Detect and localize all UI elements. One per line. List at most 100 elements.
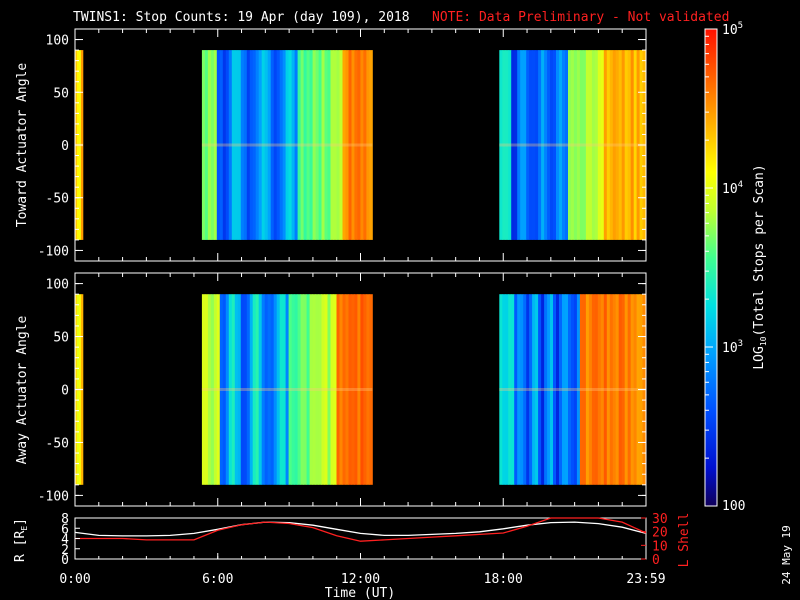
- heatmap-column: [303, 50, 307, 240]
- heatmap-column: [330, 294, 334, 485]
- heatmap-column: [204, 294, 209, 485]
- heatmap-column: [276, 50, 281, 240]
- colorbar: [704, 28, 718, 507]
- zero-angle-stripe: [201, 388, 373, 391]
- heatmap-column: [553, 294, 557, 485]
- y-tick-label: -100: [38, 244, 69, 259]
- heatmap-column: [348, 294, 352, 485]
- heatmap-column: [279, 294, 284, 485]
- heatmap-column: [603, 294, 608, 485]
- heatmap-column: [366, 294, 370, 485]
- heatmap-column: [207, 294, 212, 485]
- heatmap-column: [600, 50, 605, 240]
- y-tick-label: 100: [46, 34, 69, 49]
- heatmap-column: [544, 294, 548, 485]
- colorbar-tick-base: 10: [722, 341, 738, 356]
- heatmap-column: [499, 50, 503, 240]
- heatmap-column: [228, 50, 233, 240]
- heatmap-column: [216, 50, 221, 240]
- heatmap-column: [324, 50, 328, 240]
- heatmap-column: [270, 294, 275, 485]
- heatmap-column: [225, 50, 230, 240]
- heatmap-column: [297, 50, 301, 240]
- heatmap-column: [207, 50, 212, 240]
- heatmap-column: [550, 50, 554, 240]
- left-tick-label: 2: [61, 543, 69, 558]
- heatmap-column: [315, 294, 319, 485]
- heatmap-column: [585, 294, 590, 485]
- right-tick-label: 20: [652, 526, 668, 541]
- heatmap-column: [315, 50, 319, 240]
- time-tick-label: 0:00: [59, 572, 90, 587]
- heatmap-column: [363, 294, 367, 485]
- heatmap-column: [582, 294, 587, 485]
- heatmap-column: [588, 294, 593, 485]
- heatmap-column: [526, 50, 530, 240]
- chart-title: TWINS1: Stop Counts: 19 Apr (day 109), 2…: [73, 10, 410, 25]
- heatmap-column: [327, 50, 331, 240]
- heatmap-column: [621, 50, 626, 240]
- heatmap-column: [511, 50, 515, 240]
- heatmap-column: [568, 294, 572, 485]
- ephemeris-lines: [74, 517, 647, 542]
- heatmap-column: [508, 294, 512, 485]
- heatmap-column: [309, 294, 313, 485]
- heatmap-column: [624, 50, 629, 240]
- heatmap-column: [294, 294, 298, 485]
- heatmap-column: [369, 50, 373, 240]
- colorbar-tick-base: 100: [722, 499, 745, 514]
- heatmap-column: [210, 50, 215, 240]
- heatmap-column: [213, 294, 218, 485]
- heatmap-column: [267, 50, 272, 240]
- heatmap-column: [526, 294, 530, 485]
- heatmap-column: [517, 50, 521, 240]
- ephemeris-right-ylabel: L Shell: [677, 513, 692, 568]
- heatmap-column: [594, 50, 599, 240]
- left-tick-label: 0: [61, 553, 69, 568]
- heatmap-column: [342, 294, 346, 485]
- heatmap-column: [228, 294, 233, 485]
- ephemeris-left-ylabel-sub: E: [20, 526, 29, 531]
- heatmap-column: [360, 50, 364, 240]
- y-tick-label: 100: [46, 278, 69, 293]
- heatmap-column: [252, 294, 257, 485]
- heatmap-column: [255, 294, 260, 485]
- colorbar-tick-label: 105: [722, 21, 743, 38]
- heatmap-column: [255, 50, 260, 240]
- heatmap-column: [231, 294, 236, 485]
- heatmap-column: [559, 294, 563, 485]
- heatmap-column: [258, 50, 263, 240]
- heatmap-column: [276, 294, 281, 485]
- heatmap-column: [597, 294, 602, 485]
- heatmap-column: [249, 50, 254, 240]
- heatmap-column: [544, 50, 548, 240]
- time-tick-label: 23:59: [626, 572, 665, 587]
- heatmap-column: [568, 50, 572, 240]
- heatmap-column: [300, 50, 304, 240]
- away-ylabel: Away Actuator Angle: [15, 315, 30, 464]
- heatmap-column: [591, 50, 596, 240]
- heatmap-column: [597, 50, 602, 240]
- heatmap-column: [627, 50, 632, 240]
- heatmap-column: [216, 294, 221, 485]
- heatmap-column: [559, 50, 563, 240]
- heatmap-column: [606, 294, 611, 485]
- heatmap-column: [624, 294, 629, 485]
- ephemeris-left-ylabel: R [RE]: [13, 518, 29, 562]
- heatmap-column: [505, 294, 509, 485]
- time-tick-label: 12:00: [341, 572, 380, 587]
- heatmap-column: [541, 294, 545, 485]
- heatmap-column: [615, 50, 620, 240]
- heatmap-column: [252, 50, 257, 240]
- heatmap-column: [285, 50, 289, 240]
- heatmap-column: [547, 50, 551, 240]
- heatmap-column: [237, 50, 242, 240]
- heatmap-column: [511, 294, 515, 485]
- heatmap-column: [318, 294, 322, 485]
- heatmap-column: [556, 50, 560, 240]
- heatmap-column: [201, 50, 206, 240]
- heatmap-column: [243, 50, 248, 240]
- heatmap-column: [529, 50, 533, 240]
- heatmap-column: [219, 294, 224, 485]
